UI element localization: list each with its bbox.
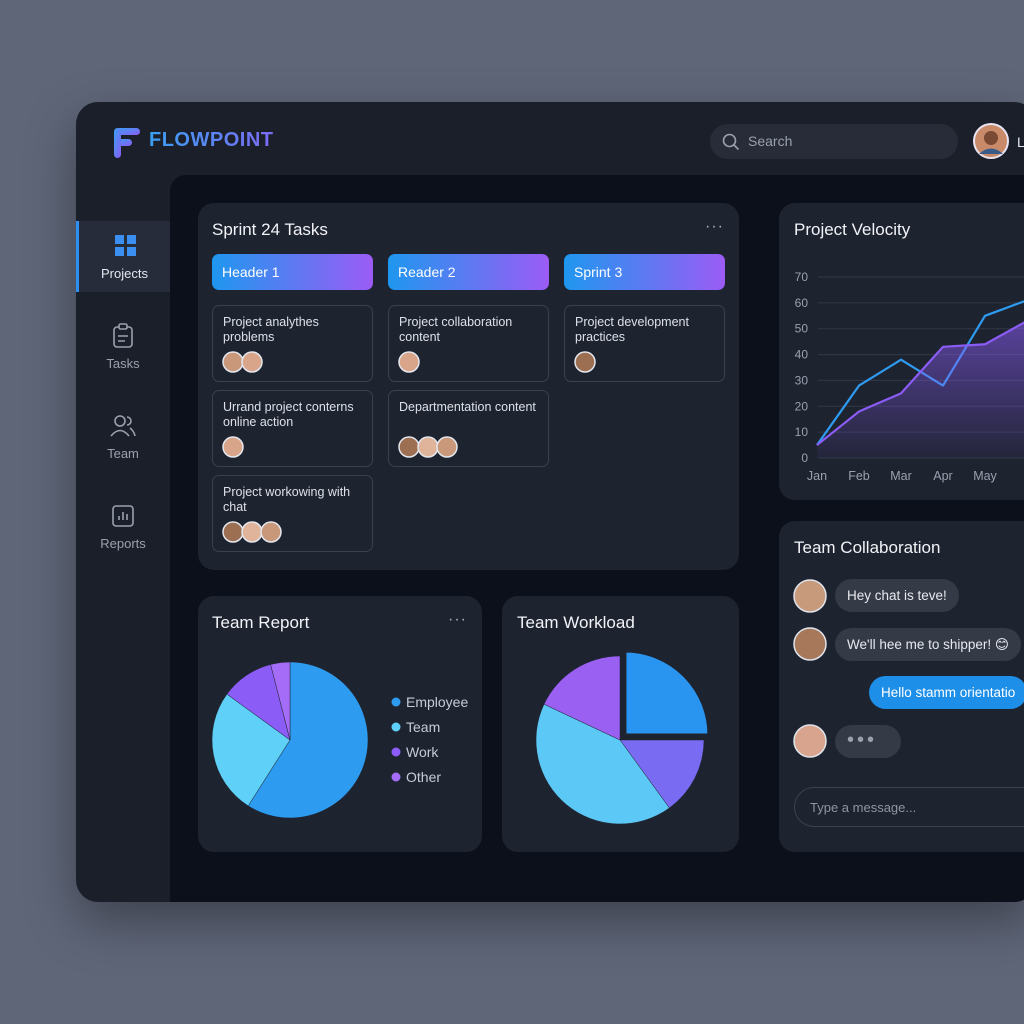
nav-item[interactable]: Projects	[76, 221, 170, 292]
assignees	[398, 436, 458, 458]
chat-message: Hey chat is teve!	[835, 579, 959, 612]
logo-icon	[114, 128, 140, 158]
task-text: Urrand project conterns online action	[223, 400, 354, 429]
avatar	[222, 436, 244, 458]
assignees	[222, 436, 244, 458]
assignees	[574, 351, 596, 373]
avatar	[241, 521, 263, 543]
column-header: Header 1	[212, 254, 373, 290]
task-card: Project workowing with chat	[212, 475, 373, 552]
task-card: Project collaboration content	[388, 305, 549, 382]
assignees	[222, 521, 282, 543]
avatar	[793, 724, 827, 758]
avatar	[793, 579, 827, 613]
avatar	[398, 436, 420, 458]
user-name: L	[1017, 134, 1024, 150]
chat-message: We'll hee me to shipper! 😊	[835, 628, 1021, 661]
nav-icon	[113, 323, 133, 348]
nav-label: Tasks	[106, 356, 140, 371]
column-header: Sprint 3	[564, 254, 725, 290]
task-text: Project collaboration content	[399, 315, 513, 344]
avatar	[241, 351, 263, 373]
workload-panel	[502, 596, 739, 852]
report-panel	[198, 596, 482, 852]
menu-dots[interactable]: ···	[705, 218, 724, 235]
nav-item[interactable]: Team	[76, 401, 170, 472]
panel-title: Team Collaboration	[794, 538, 941, 557]
avatar	[398, 351, 420, 373]
velocity-panel	[779, 203, 1024, 500]
chat-message: Hello stamm orientatio	[869, 676, 1024, 709]
menu-dots[interactable]: ···	[448, 611, 467, 628]
user-avatar[interactable]	[973, 123, 1011, 161]
nav-item[interactable]: Reports	[76, 491, 170, 562]
nav-icon	[110, 415, 136, 437]
nav-icon	[112, 505, 134, 527]
nav-label: Projects	[101, 266, 148, 281]
brand: FLOWPOINT	[149, 129, 274, 151]
nav-item[interactable]: Tasks	[76, 311, 170, 382]
assignees	[398, 351, 420, 373]
task-text: Project analythes problems	[223, 315, 319, 344]
task-text: Project workowing with chat	[223, 485, 351, 514]
nav-label: Team	[107, 446, 139, 461]
avatar	[436, 436, 458, 458]
task-card: Project analythes problems	[212, 305, 373, 382]
search-box[interactable]: Search	[710, 124, 958, 159]
avatar	[574, 351, 596, 373]
typing-indicator: •••	[835, 725, 901, 758]
search-placeholder: Search	[748, 133, 793, 149]
avatar	[260, 521, 282, 543]
task-text: Project development practices	[575, 315, 689, 344]
column-header: Reader 2	[388, 254, 549, 290]
input-placeholder: Type a message...	[810, 800, 917, 815]
task-card: Urrand project conterns online action	[212, 390, 373, 467]
nav-label: Reports	[100, 536, 146, 551]
task-text: Departmentation content	[399, 400, 536, 414]
avatar	[222, 351, 244, 373]
nav-icon	[115, 235, 136, 256]
message-input[interactable]: Type a message...	[794, 787, 1024, 827]
avatar	[417, 436, 439, 458]
task-card: Departmentation content	[388, 390, 549, 467]
avatar	[793, 627, 827, 661]
assignees	[222, 351, 263, 373]
avatar	[222, 521, 244, 543]
search-icon	[722, 133, 740, 151]
panel-title: Sprint 24 Tasks	[212, 220, 328, 239]
task-card: Project development practices	[564, 305, 725, 382]
chat-avatars	[793, 579, 827, 758]
